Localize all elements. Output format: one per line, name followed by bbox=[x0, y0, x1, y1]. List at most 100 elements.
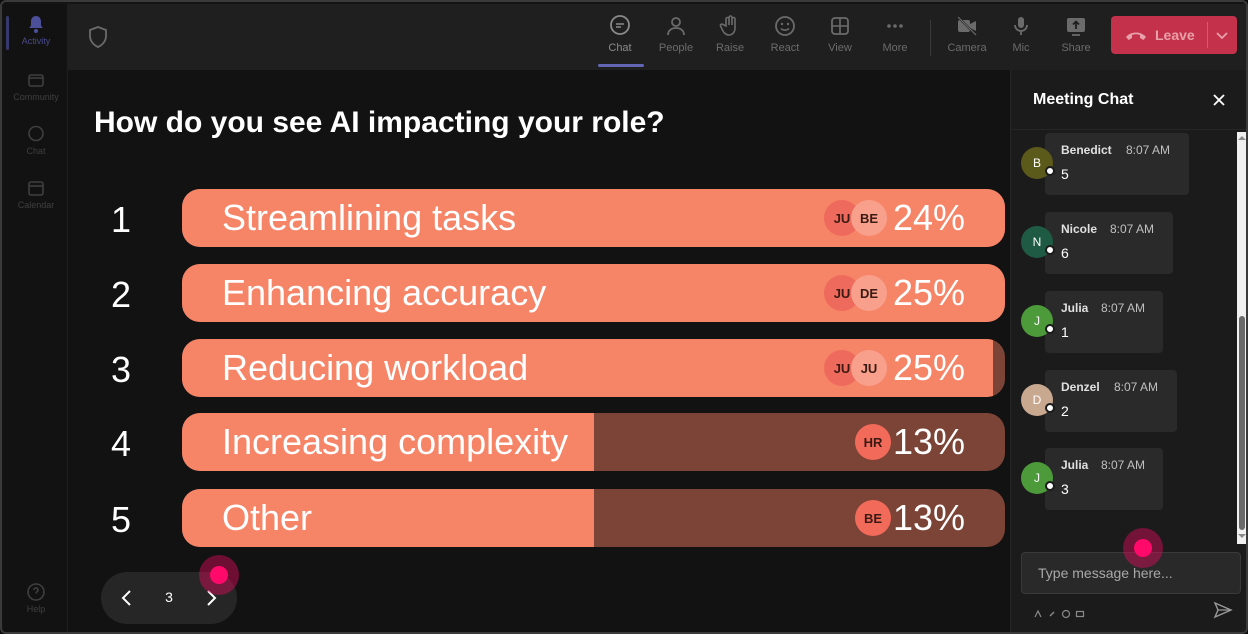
voter-avatar[interactable]: BE bbox=[851, 200, 887, 236]
laser-pointer-indicator bbox=[1123, 528, 1163, 568]
people-icon bbox=[667, 17, 685, 36]
option-result-bar: Other 13% BE bbox=[182, 489, 1005, 547]
option-label: Increasing complexity bbox=[222, 421, 569, 462]
poll-option-row: 4 Increasing complexity 13% HR bbox=[68, 413, 1010, 473]
option-label: Enhancing accuracy bbox=[222, 272, 547, 313]
scroll-down-arrow-icon[interactable] bbox=[1238, 532, 1246, 540]
close-icon[interactable] bbox=[1211, 92, 1227, 108]
emoji-picker-icon[interactable] bbox=[1061, 606, 1071, 619]
chat-title: Meeting Chat bbox=[1033, 91, 1134, 108]
rail-item-chat[interactable]: Chat bbox=[4, 124, 68, 156]
rail-item-activity[interactable]: Activity bbox=[4, 14, 68, 46]
poll-option-row: 1 Streamlining tasks 24% JU BE bbox=[68, 189, 1010, 249]
format-icon[interactable] bbox=[1033, 606, 1043, 618]
chat-header: Meeting Chat bbox=[1011, 70, 1246, 130]
message-bubble: Julia 8:07 AM 1 bbox=[1045, 291, 1163, 353]
message-text: 3 bbox=[1061, 481, 1069, 497]
more-button[interactable]: More bbox=[868, 14, 922, 64]
emoji-icon bbox=[775, 16, 795, 36]
message-timestamp: 8:07 AM bbox=[1110, 222, 1155, 236]
camera-button[interactable]: Camera bbox=[940, 14, 994, 64]
camera-button-label: Camera bbox=[947, 42, 987, 54]
help-icon bbox=[27, 583, 45, 601]
chat-message-list[interactable]: Benedict 8:07 AM 5 B Nicole 8:07 AM 6 N Julia 8:0… bbox=[1011, 130, 1235, 544]
message-input[interactable] bbox=[1022, 553, 1240, 593]
sender-name: Benedict bbox=[1061, 143, 1112, 157]
voter-avatar[interactable]: DE bbox=[851, 275, 887, 311]
chat-button[interactable]: Chat bbox=[593, 14, 647, 64]
rail-item-help[interactable]: Help bbox=[4, 582, 68, 614]
voter-avatar[interactable]: JU bbox=[824, 200, 860, 236]
chat-icon bbox=[28, 125, 44, 142]
message-bubble: Denzel 8:07 AM 2 bbox=[1045, 370, 1177, 432]
presence-indicator bbox=[1045, 403, 1055, 413]
sender-name: Julia bbox=[1061, 301, 1089, 315]
leave-button[interactable]: Leave bbox=[1111, 16, 1237, 54]
voter-avatar[interactable]: HR bbox=[855, 424, 891, 460]
chat-active-indicator bbox=[598, 64, 644, 67]
react-button-label: React bbox=[770, 42, 800, 54]
people-button[interactable]: People bbox=[649, 14, 703, 64]
app-rail: Activity Community Chat Calendar Help bbox=[4, 4, 68, 632]
sender-name: Nicole bbox=[1061, 222, 1098, 236]
message-bubble: Nicole 8:07 AM 6 bbox=[1045, 212, 1173, 274]
option-number: 3 bbox=[110, 349, 132, 390]
voter-avatar[interactable]: JU bbox=[851, 350, 887, 386]
grid-view-icon bbox=[831, 17, 849, 35]
message-timestamp: 8:07 AM bbox=[1101, 301, 1146, 315]
composer-tools bbox=[1033, 606, 1085, 619]
sender-name: Julia bbox=[1061, 458, 1089, 472]
raise-hand-icon bbox=[719, 15, 736, 36]
share-button-label: Share bbox=[1061, 42, 1091, 54]
attach-icon[interactable] bbox=[1047, 606, 1057, 617]
message-bubble: Benedict 8:07 AM 5 bbox=[1045, 133, 1189, 195]
shield-icon[interactable] bbox=[88, 26, 108, 48]
message-composer bbox=[1021, 552, 1241, 594]
meeting-chat-panel: Meeting Chat Benedict 8:07 AM 5 B Nicole 8:07… bbox=[1010, 70, 1246, 632]
gif-icon[interactable] bbox=[1075, 606, 1085, 618]
sender-name: Denzel bbox=[1061, 380, 1100, 394]
message-text: 1 bbox=[1061, 324, 1069, 340]
rail-label-chat: Chat bbox=[26, 146, 46, 156]
poll-option-row: 5 Other 13% BE bbox=[68, 489, 1010, 549]
rail-item-calendar[interactable]: Calendar bbox=[4, 178, 68, 210]
voter-avatar[interactable]: BE bbox=[855, 500, 891, 536]
presence-indicator bbox=[1045, 324, 1055, 334]
chevron-left-icon[interactable] bbox=[117, 588, 137, 608]
view-button-label: View bbox=[828, 42, 852, 54]
option-percent: 25% bbox=[892, 347, 965, 388]
poll-option-row: 2 Enhancing accuracy 25% JU DE bbox=[68, 264, 1010, 324]
option-result-fill bbox=[182, 489, 594, 547]
share-button[interactable]: Share bbox=[1049, 14, 1103, 64]
option-label: Other bbox=[222, 497, 313, 538]
presence-indicator bbox=[1045, 166, 1055, 176]
chevron-down-icon[interactable] bbox=[1215, 28, 1229, 42]
chevron-right-icon[interactable] bbox=[201, 588, 221, 608]
message-timestamp: 8:07 AM bbox=[1101, 458, 1146, 472]
react-button[interactable]: React bbox=[758, 14, 812, 64]
send-icon[interactable] bbox=[1213, 600, 1233, 620]
option-label: Reducing workload bbox=[222, 347, 529, 388]
option-result-bar: Streamlining tasks 24% JU BE bbox=[182, 189, 1005, 247]
poll-results-stage: How do you see AI impacting your role? 1… bbox=[68, 70, 1010, 632]
calendar-icon bbox=[28, 181, 44, 196]
scroll-up-arrow-icon[interactable] bbox=[1238, 134, 1246, 142]
chat-scrollbar-thumb[interactable] bbox=[1239, 316, 1245, 530]
rail-active-indicator bbox=[6, 16, 9, 50]
view-button[interactable]: View bbox=[813, 14, 867, 64]
option-percent: 24% bbox=[892, 197, 965, 238]
leave-split-divider bbox=[1207, 22, 1208, 48]
rail-label-activity: Activity bbox=[21, 36, 51, 46]
rail-label-help: Help bbox=[26, 604, 46, 614]
raise-hand-button[interactable]: Raise bbox=[703, 14, 757, 64]
mic-button[interactable]: Mic bbox=[994, 14, 1048, 64]
chat-bubble-icon bbox=[610, 15, 630, 35]
rail-item-community[interactable]: Community bbox=[4, 70, 68, 102]
page-number: 3 bbox=[165, 589, 173, 605]
presence-indicator bbox=[1045, 481, 1055, 491]
laser-pointer-indicator bbox=[199, 555, 239, 595]
chat-button-label: Chat bbox=[608, 42, 632, 54]
more-button-label: More bbox=[882, 42, 908, 54]
rail-label-calendar: Calendar bbox=[17, 200, 55, 210]
